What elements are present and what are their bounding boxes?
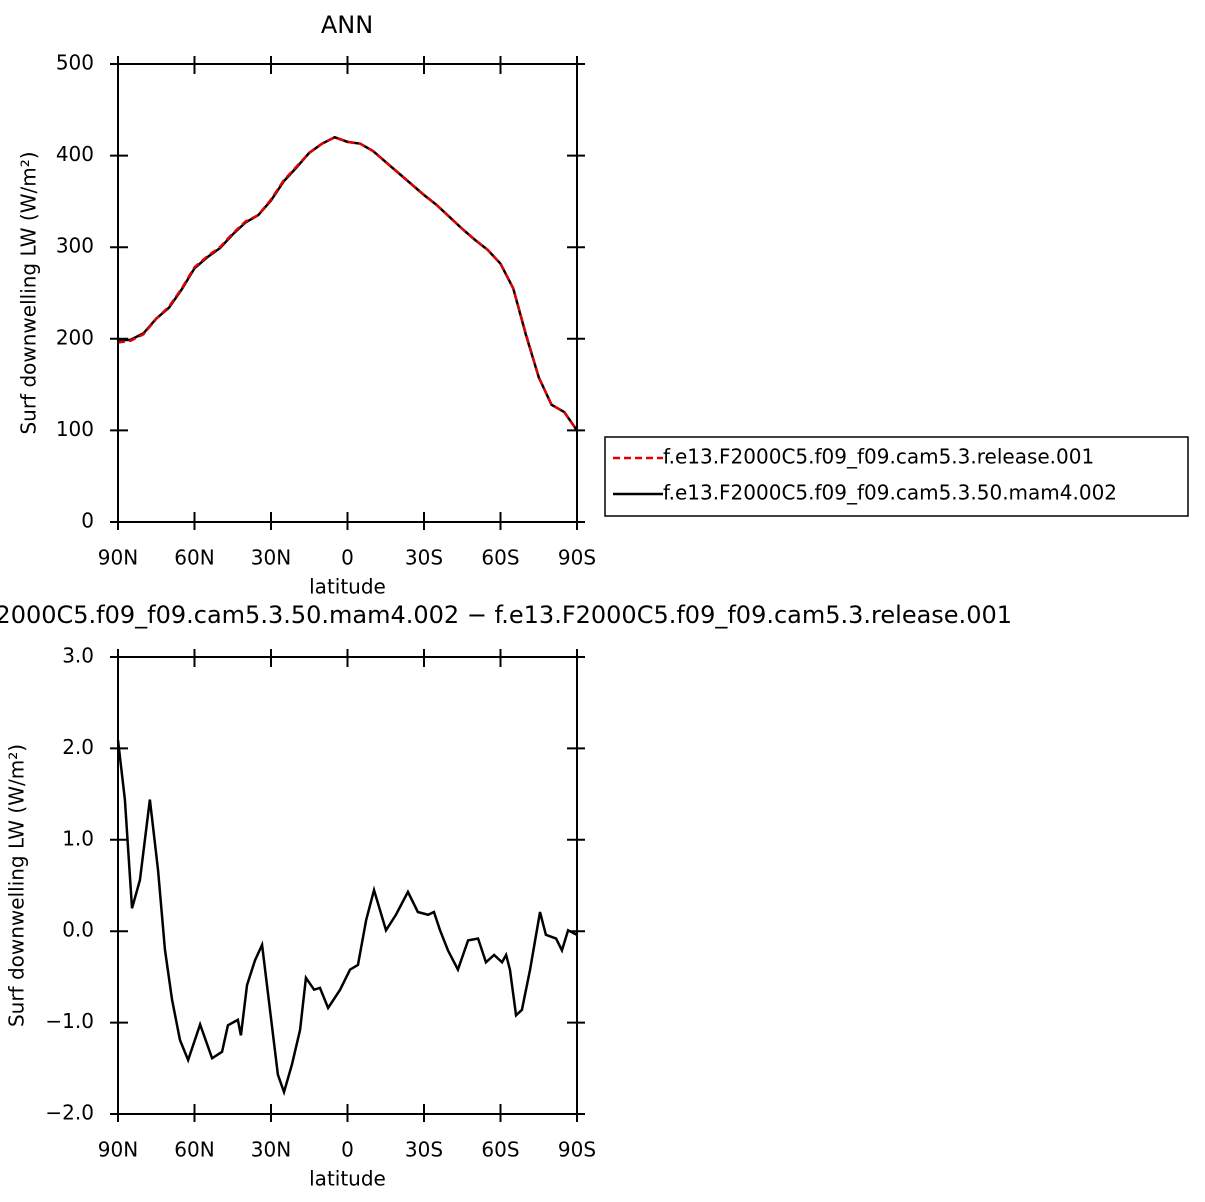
y-tick-label: 200 (56, 325, 94, 349)
x-tick-label: 90S (558, 546, 596, 570)
legend-box (604, 436, 1189, 517)
x-tick-label: 90S (558, 1138, 596, 1162)
x-tick-label: 30S (405, 546, 443, 570)
x-tick-label: 0 (341, 1138, 354, 1162)
x-tick-label: 30N (251, 1138, 291, 1162)
data-line (117, 135, 579, 432)
y-tick-label: 1.0 (62, 826, 94, 850)
y-tick-label: 300 (56, 234, 94, 258)
y-tick-label: −1.0 (45, 1009, 94, 1033)
x-axis-label: latitude (309, 1167, 386, 1191)
data-line (116, 740, 578, 1097)
y-tick-label: 100 (56, 417, 94, 441)
y-tick-label: 2.0 (62, 735, 94, 759)
x-tick-label: 30N (251, 546, 291, 570)
plot-frame (117, 63, 578, 523)
y-tick-label: −2.0 (45, 1101, 94, 1125)
x-axis-label: latitude (309, 575, 386, 599)
y-tick-label: 0 (81, 509, 94, 533)
x-tick-label: 60S (481, 546, 519, 570)
data-line (117, 135, 579, 432)
y-axis-label: Surf downwelling LW (W/m²) (5, 744, 29, 1027)
legend-label: f.e13.F2000C5.f09_f09.cam5.3.release.001 (663, 445, 1094, 469)
chart-title: ANN (321, 11, 373, 39)
x-tick-label: 60N (174, 546, 214, 570)
y-tick-label: 0.0 (62, 918, 94, 942)
plot-frame (117, 656, 578, 1115)
x-tick-label: 0 (341, 546, 354, 570)
x-tick-label: 30S (405, 1138, 443, 1162)
x-tick-label: 90N (98, 1138, 138, 1162)
y-tick-label: 400 (56, 142, 94, 166)
x-tick-label: 60S (481, 1138, 519, 1162)
y-tick-label: 500 (56, 51, 94, 75)
y-axis-label: Surf downwelling LW (W/m²) (17, 151, 41, 434)
legend-label: f.e13.F2000C5.f09_f09.cam5.3.50.mam4.002 (663, 481, 1117, 505)
x-tick-label: 60N (174, 1138, 214, 1162)
chart-title: f.e13.F2000C5.f09_f09.cam5.3.50.mam4.002… (0, 601, 1012, 629)
x-tick-label: 90N (98, 546, 138, 570)
y-tick-label: 3.0 (62, 644, 94, 668)
